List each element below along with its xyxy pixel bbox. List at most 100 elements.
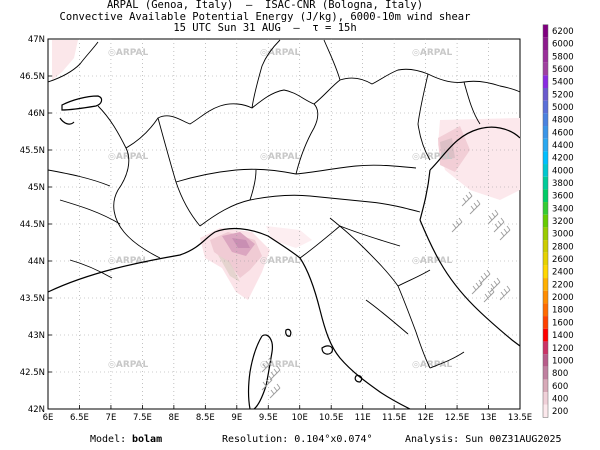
- colorbar-swatch: [543, 265, 548, 279]
- colorbar-label: 2800: [552, 242, 574, 252]
- model-value: bolam: [132, 434, 163, 445]
- wind-barb: [499, 225, 511, 241]
- lon-label: 9E: [231, 413, 242, 423]
- colorbar-swatch: [543, 227, 548, 241]
- colorbar-swatch: [543, 62, 548, 76]
- lat-label: 46N: [28, 109, 45, 119]
- colorbar-label: 600: [552, 382, 568, 392]
- colorbar-swatch: [543, 366, 548, 380]
- lon-label: 7E: [106, 413, 117, 423]
- colorbar-label: 4200: [552, 154, 574, 164]
- lon-label: 12.5E: [445, 413, 469, 423]
- colorbar-swatch: [543, 404, 548, 418]
- colorbar-swatch: [543, 379, 548, 393]
- longitude-labels: 6E 6.5E 7E 7.5E 8E 8.5E 9E 9.5E 10E 10.5E 11E 11.5E…: [43, 405, 532, 423]
- map-grid: [48, 39, 520, 409]
- lat-label: 44.5N: [20, 220, 45, 230]
- colorbar-label: 400: [552, 394, 568, 404]
- colorbar-label: 3400: [552, 204, 574, 214]
- lat-label: 42N: [28, 405, 45, 415]
- lon-label: 8E: [168, 413, 179, 423]
- wind-barb: [483, 287, 495, 303]
- colorbar-label: 2000: [552, 293, 574, 303]
- analysis-text: Analysis: Sun 00Z31AUG2025: [405, 434, 562, 445]
- colorbar-label: 800: [552, 369, 568, 379]
- colorbar-label: 2600: [552, 255, 574, 265]
- colorbar-label: 1400: [552, 331, 574, 341]
- colorbar-label: 3600: [552, 192, 574, 202]
- borders: [48, 39, 520, 369]
- lon-label: 13.5E: [508, 413, 532, 423]
- lat-label: 42.5N: [20, 368, 45, 378]
- colorbar-label: 5400: [552, 78, 574, 88]
- resolution-text: Resolution: 0.104°x0.074°: [222, 434, 373, 445]
- lat-label: 45.5N: [20, 146, 45, 156]
- colorbar-label: 3000: [552, 230, 574, 240]
- colorbar-label: 6200: [552, 27, 574, 37]
- lon-label: 9.5E: [259, 413, 278, 423]
- colorbar-label: 1200: [552, 344, 574, 354]
- wind-barb: [269, 383, 281, 399]
- chart-footer: Model: bolam Resolution: 0.104°x0.074° A…: [0, 434, 600, 448]
- lon-label: 10E: [292, 413, 308, 423]
- colorbar-swatch: [543, 50, 548, 63]
- colorbar-label: 4800: [552, 116, 574, 126]
- watermark-text: ◎ARPAL: [260, 360, 300, 370]
- colorbar-swatch: [543, 354, 548, 367]
- lat-label: 44N: [28, 257, 45, 267]
- wind-barb: [479, 269, 491, 285]
- colorbar-label: 4600: [552, 128, 574, 138]
- header-time-line: 15 UTC Sun 31 AUG — τ = 15h: [173, 22, 357, 34]
- lon-label: 6.5E: [70, 413, 89, 423]
- colorbar-label: 5800: [552, 52, 574, 62]
- colorbar-frame: [542, 24, 549, 418]
- colorbar-label: 4400: [552, 141, 574, 151]
- watermark-text: ◎ARPAL: [260, 152, 300, 162]
- wind-shear-barbs: [261, 191, 511, 399]
- colorbar-label: 2200: [552, 280, 574, 290]
- watermark-text: ◎ARPAL: [260, 48, 300, 58]
- wind-barb: [489, 277, 501, 293]
- colorbar-swatch: [543, 189, 548, 203]
- colorbar-swatch: [543, 88, 548, 101]
- watermark-text: ◎ARPAL: [108, 256, 148, 266]
- coastlines: [48, 95, 520, 409]
- colorbar-label: 200: [552, 407, 568, 417]
- colorbar-label: 6000: [552, 40, 574, 50]
- colorbar-label: 5200: [552, 90, 574, 100]
- colorbar-label: 5000: [552, 103, 574, 113]
- latitude-labels: 47N 46.5N 46N 45.5N 45N 44.5N 44N 43.5N 43N 42.5N…: [20, 35, 52, 415]
- colorbar-label: 5600: [552, 65, 574, 75]
- watermark-text: ◎ARPAL: [412, 360, 452, 370]
- colorbar-swatch: [543, 24, 548, 38]
- colorbar-label: 2400: [552, 268, 574, 278]
- watermark-text: ◎ARPAL: [260, 256, 300, 266]
- colorbar-swatch: [543, 113, 548, 127]
- colorbar-label: 4000: [552, 166, 574, 176]
- colorbar-swatch: [543, 240, 548, 253]
- lat-label: 43.5N: [20, 294, 45, 304]
- lon-label: 6E: [43, 413, 54, 423]
- cape-colorbar: 6200 6000 5800 5600 5400 5200 5000 4800 4600 4400…: [542, 24, 574, 418]
- model-label: Model:: [90, 434, 127, 445]
- colorbar-swatch: [543, 37, 548, 51]
- watermark-text: ◎ARPAL: [108, 360, 148, 370]
- wind-barb: [261, 357, 273, 373]
- watermark-text: ◎ARPAL: [412, 256, 452, 266]
- colorbar-swatch: [543, 100, 548, 114]
- watermark-text: ◎ARPAL: [108, 48, 148, 58]
- colorbar-swatch: [543, 75, 548, 89]
- colorbar-label: 1600: [552, 318, 574, 328]
- colorbar-swatch: [543, 151, 548, 165]
- lon-label: 11.5E: [382, 413, 406, 423]
- lon-label: 7.5E: [133, 413, 152, 423]
- wind-barb: [493, 217, 505, 233]
- lon-label: 8.5E: [196, 413, 215, 423]
- watermark-text: ◎ARPAL: [412, 152, 452, 162]
- wind-barb: [487, 209, 499, 225]
- lon-label: 10.5E: [319, 413, 343, 423]
- lon-label: 12E: [418, 413, 434, 423]
- cape-shading: [52, 40, 520, 300]
- colorbar-swatch: [543, 341, 548, 355]
